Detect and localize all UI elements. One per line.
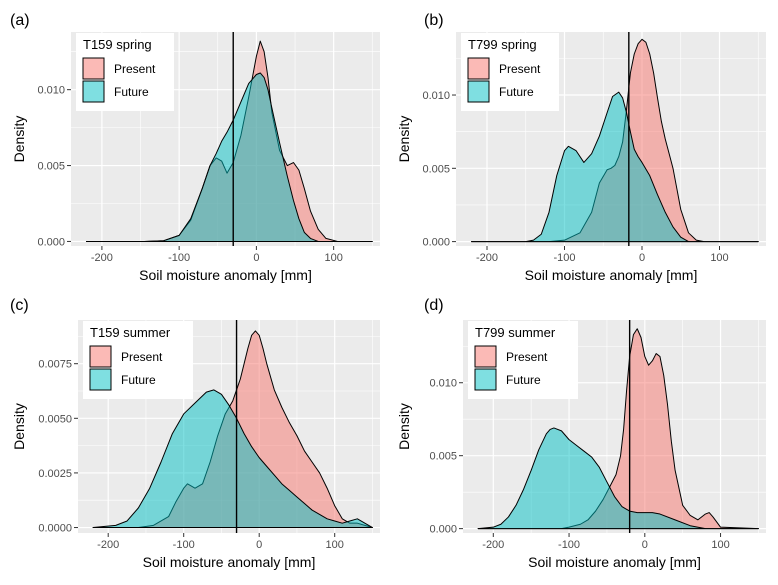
y-tick-label: 0.010 xyxy=(37,85,65,97)
legend-title: T159 spring xyxy=(83,37,152,52)
y-tick-label: 0.010 xyxy=(429,378,457,390)
y-tick-label: 0.005 xyxy=(422,163,450,175)
legend-key-present xyxy=(82,57,105,80)
panel-3: -200 -100 0 100 0.0000 0.0025 0.0050 0.0075 T159… xyxy=(10,297,380,570)
y-tick-label: 0.0000 xyxy=(38,523,72,535)
x-axis-title: Soil moisture anomaly [mm] xyxy=(528,554,701,570)
x-tick-label: 0 xyxy=(253,252,259,264)
x-tick-label: 100 xyxy=(710,252,728,264)
x-tick-label: 0 xyxy=(256,539,262,551)
panel-tag: (c) xyxy=(10,297,29,314)
x-tick-label: -100 xyxy=(553,252,575,264)
x-tick-label: -200 xyxy=(482,539,504,551)
legend-key-future xyxy=(82,80,105,103)
legend-label-present: Present xyxy=(121,350,163,364)
legend: T159 summer Present Future xyxy=(83,321,193,399)
legend-label-future: Future xyxy=(114,85,149,99)
x-axis-title: Soil moisture anomaly [mm] xyxy=(139,267,312,283)
legend-title: T799 summer xyxy=(475,325,556,340)
legend-label-future: Future xyxy=(499,85,534,99)
legend-label-present: Present xyxy=(499,62,541,76)
y-tick-label: 0.000 xyxy=(429,524,457,536)
legend-key-present xyxy=(89,345,112,368)
x-tick-label: 0 xyxy=(642,539,648,551)
y-axis-title: Density xyxy=(11,116,27,163)
x-tick-label: 100 xyxy=(326,539,344,551)
x-tick-label: -100 xyxy=(173,539,195,551)
x-tick-label: 100 xyxy=(711,539,729,551)
y-tick-label: 0.0025 xyxy=(38,468,72,480)
legend-key-future xyxy=(467,80,490,103)
density-future xyxy=(85,72,373,242)
x-tick-label: -200 xyxy=(91,252,113,264)
legend-label-future: Future xyxy=(121,373,156,387)
x-axis-title: Soil moisture anomaly [mm] xyxy=(143,554,316,570)
y-tick-label: 0.005 xyxy=(429,451,457,463)
panel-tag: (d) xyxy=(424,297,444,314)
legend: T799 spring Present Future xyxy=(461,33,559,111)
x-tick-label: -100 xyxy=(168,252,190,264)
y-axis-title: Density xyxy=(396,403,412,450)
legend-key-present xyxy=(474,345,497,368)
legend: T799 summer Present Future xyxy=(468,321,578,399)
legend-label-present: Present xyxy=(114,62,156,76)
density-future xyxy=(92,389,373,529)
legend-key-future xyxy=(474,368,497,391)
y-axis-title: Density xyxy=(396,116,412,163)
density-future xyxy=(477,427,759,530)
x-tick-label: 0 xyxy=(639,252,645,264)
y-tick-label: 0.005 xyxy=(37,161,65,173)
legend-key-present xyxy=(467,57,490,80)
x-tick-label: 100 xyxy=(324,252,342,264)
y-tick-label: 0.000 xyxy=(37,236,65,248)
legend-title: T799 spring xyxy=(468,37,537,52)
legend-title: T159 summer xyxy=(90,325,171,340)
x-axis-title: Soil moisture anomaly [mm] xyxy=(525,267,698,283)
y-tick-label: 0.010 xyxy=(422,90,450,102)
panel-1: -200 -100 0 100 0.000 0.005 0.010 T159 spring Pr… xyxy=(10,12,380,283)
panel-4: -200 -100 0 100 0.000 0.005 0.010 T799 summer Pr… xyxy=(396,297,766,570)
x-tick-label: -100 xyxy=(558,539,580,551)
x-tick-label: -200 xyxy=(97,539,119,551)
y-tick-label: 0.000 xyxy=(422,237,450,249)
legend: T159 spring Present Future xyxy=(76,33,174,111)
y-axis-title: Density xyxy=(11,403,27,450)
panel-tag: (b) xyxy=(424,12,444,29)
legend-label-future: Future xyxy=(506,373,541,387)
legend-key-future xyxy=(89,368,112,391)
x-tick-label: -200 xyxy=(476,252,498,264)
panel-tag: (a) xyxy=(10,12,30,29)
y-tick-label: 0.0050 xyxy=(38,413,72,425)
y-tick-label: 0.0075 xyxy=(38,359,72,371)
panel-2: -200 -100 0 100 0.000 0.005 0.010 T799 spring Pr… xyxy=(396,12,766,283)
legend-label-present: Present xyxy=(506,350,548,364)
density-future xyxy=(471,91,759,243)
